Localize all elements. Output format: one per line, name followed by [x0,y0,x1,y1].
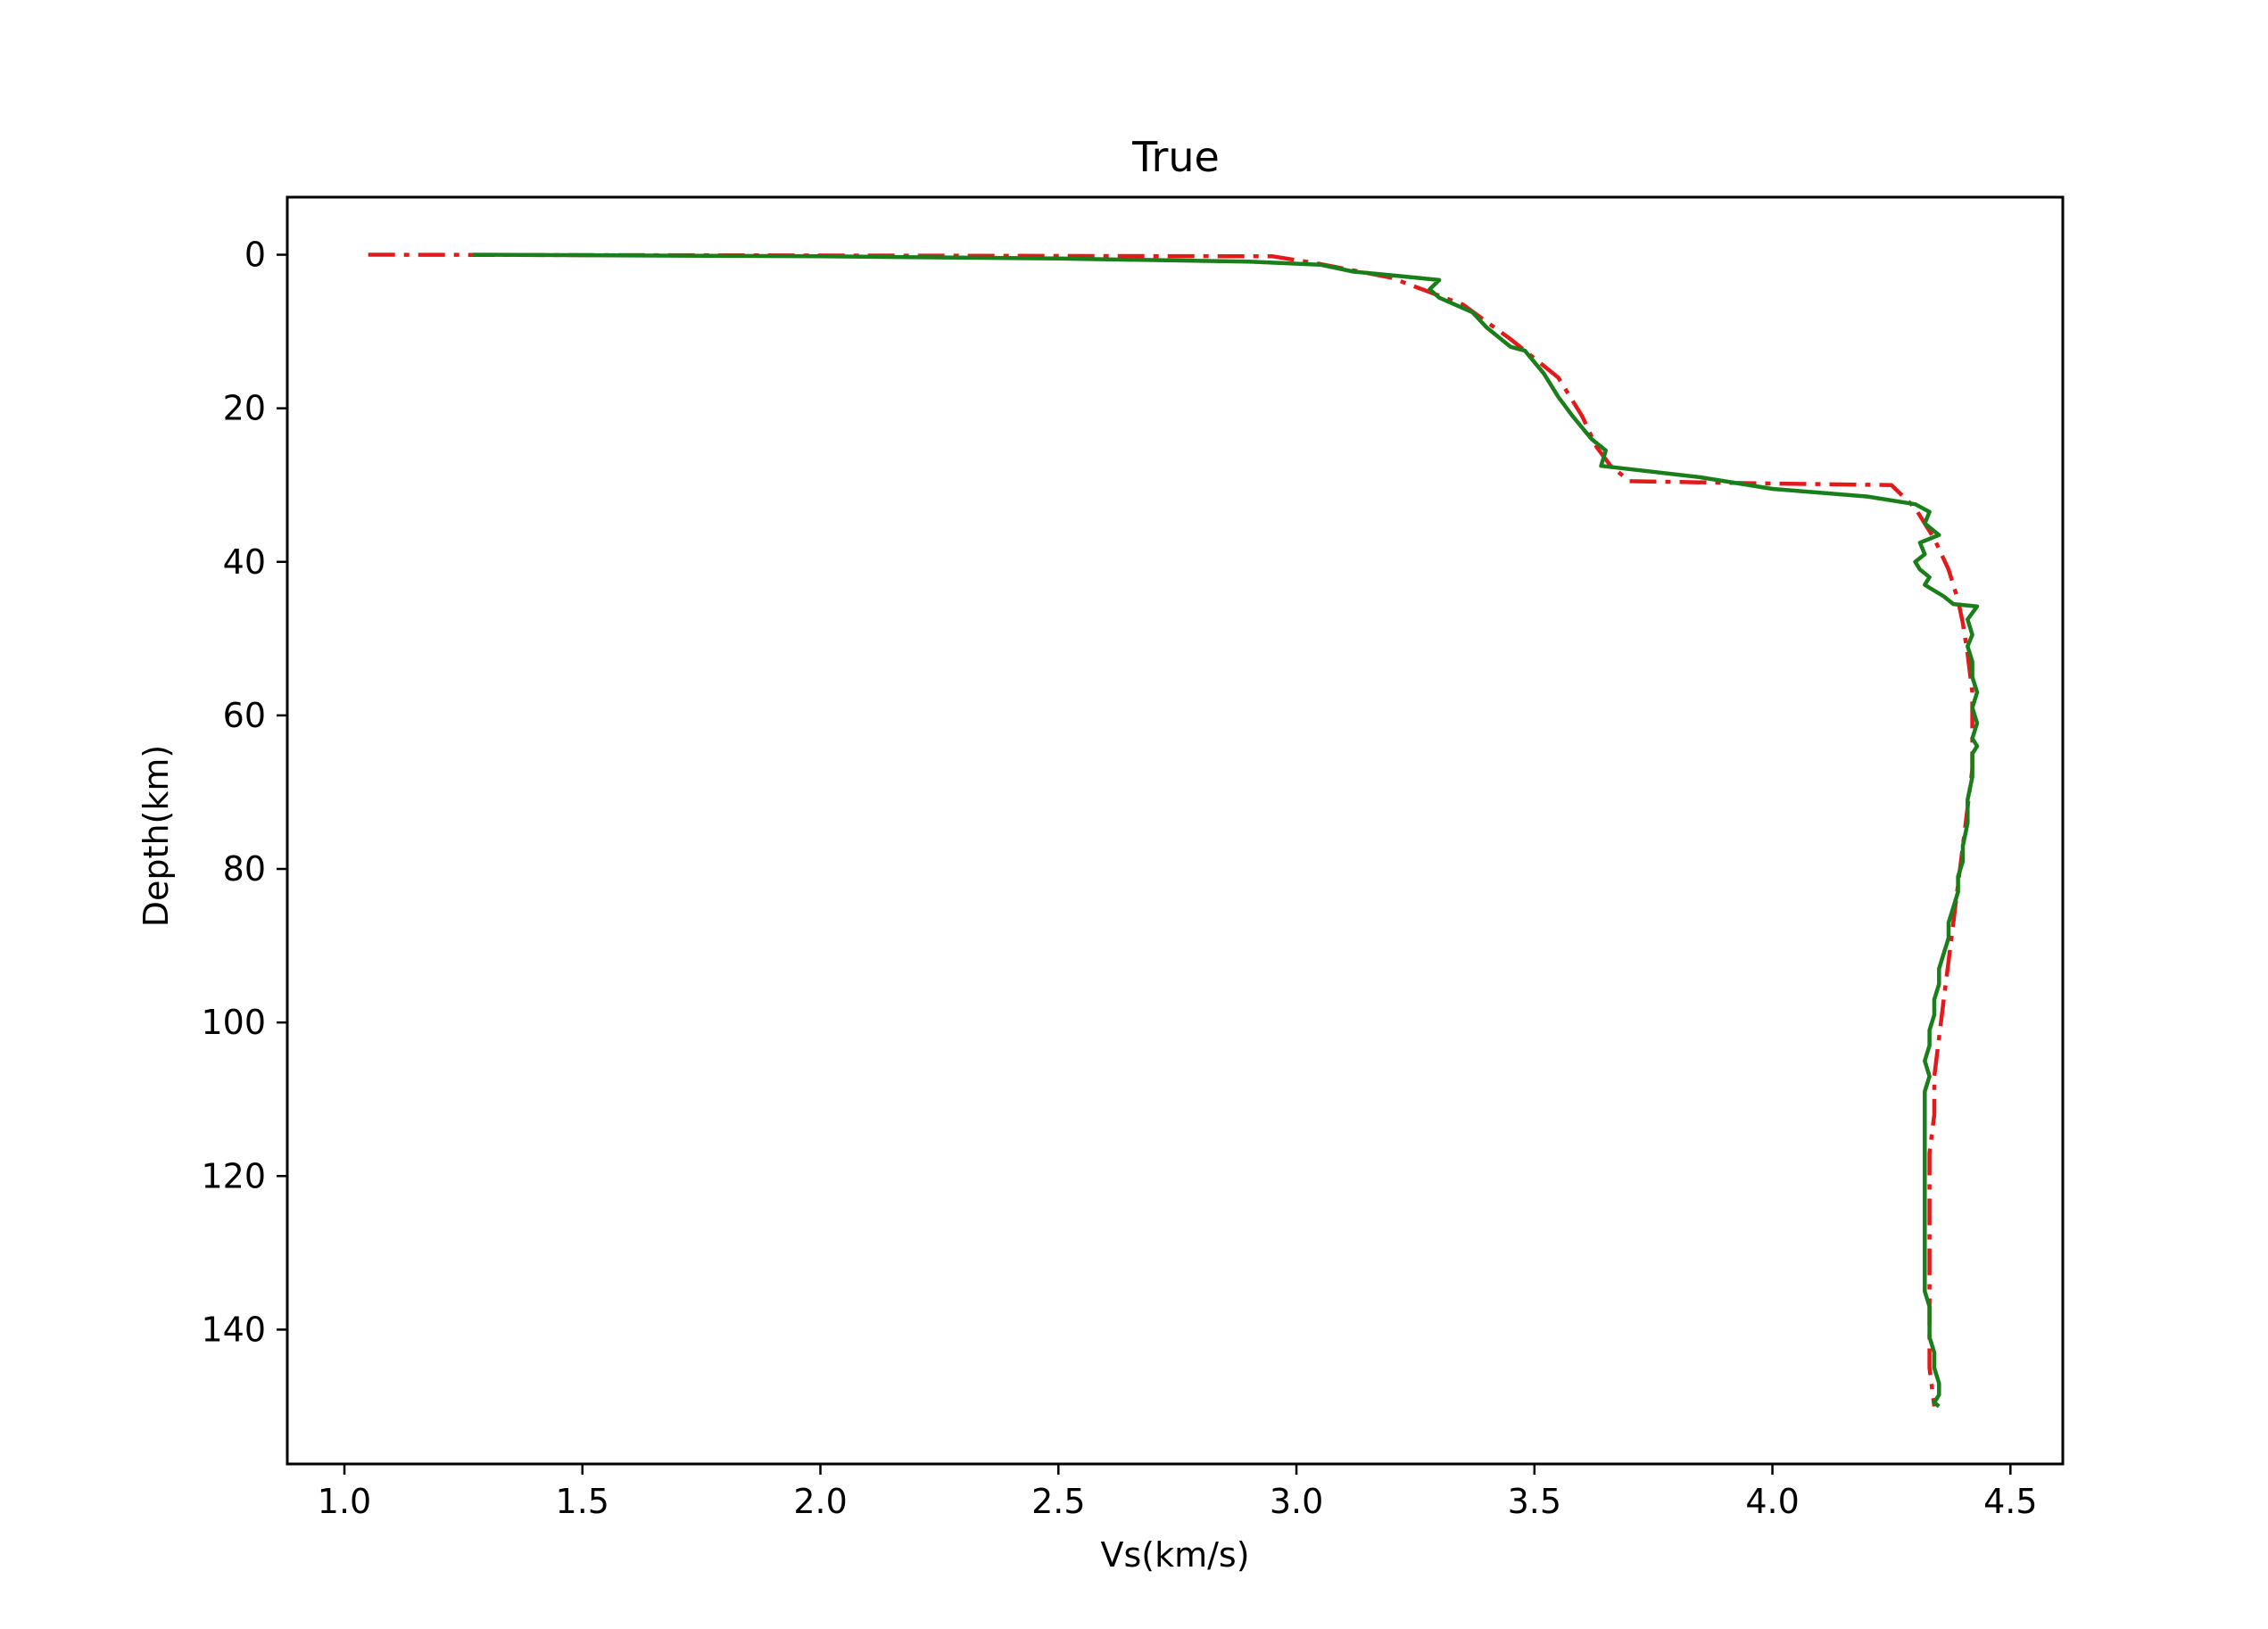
y-tick-label: 120 [201,1156,266,1195]
x-tick-label: 2.0 [793,1482,847,1521]
x-tick-label: 1.5 [556,1482,609,1521]
x-tick-label: 4.0 [1745,1482,1799,1521]
y-tick-label: 0 [244,236,266,275]
y-tick-label: 60 [223,696,266,735]
x-axis-label: Vs(km/s) [1100,1535,1249,1575]
x-tick-label: 2.5 [1031,1482,1085,1521]
y-tick-label: 140 [201,1310,266,1349]
y-tick-label: 80 [223,849,266,889]
x-tick-label: 4.5 [1983,1482,2037,1521]
y-tick-label: 100 [201,1003,266,1042]
series-line-2 [473,252,1980,1409]
y-tick-label: 20 [223,389,266,428]
chart-title: True [1131,133,1220,181]
y-axis-ticks: 0 20 40 60 80 100 120 140 [201,236,287,1349]
x-tick-label: 3.5 [1508,1482,1561,1521]
series-line-1 [368,252,1974,1407]
plot-frame [286,195,2065,1466]
y-axis-label: Depth(km) [137,745,176,927]
x-tick-label: 3.0 [1270,1482,1323,1521]
x-axis-ticks: 1.0 1.5 2.0 2.5 3.0 3.5 4.0 4.5 [318,1464,2038,1521]
x-tick-label: 1.0 [318,1482,371,1521]
plot-series-layer [368,252,1980,1409]
y-tick-label: 40 [223,542,266,582]
